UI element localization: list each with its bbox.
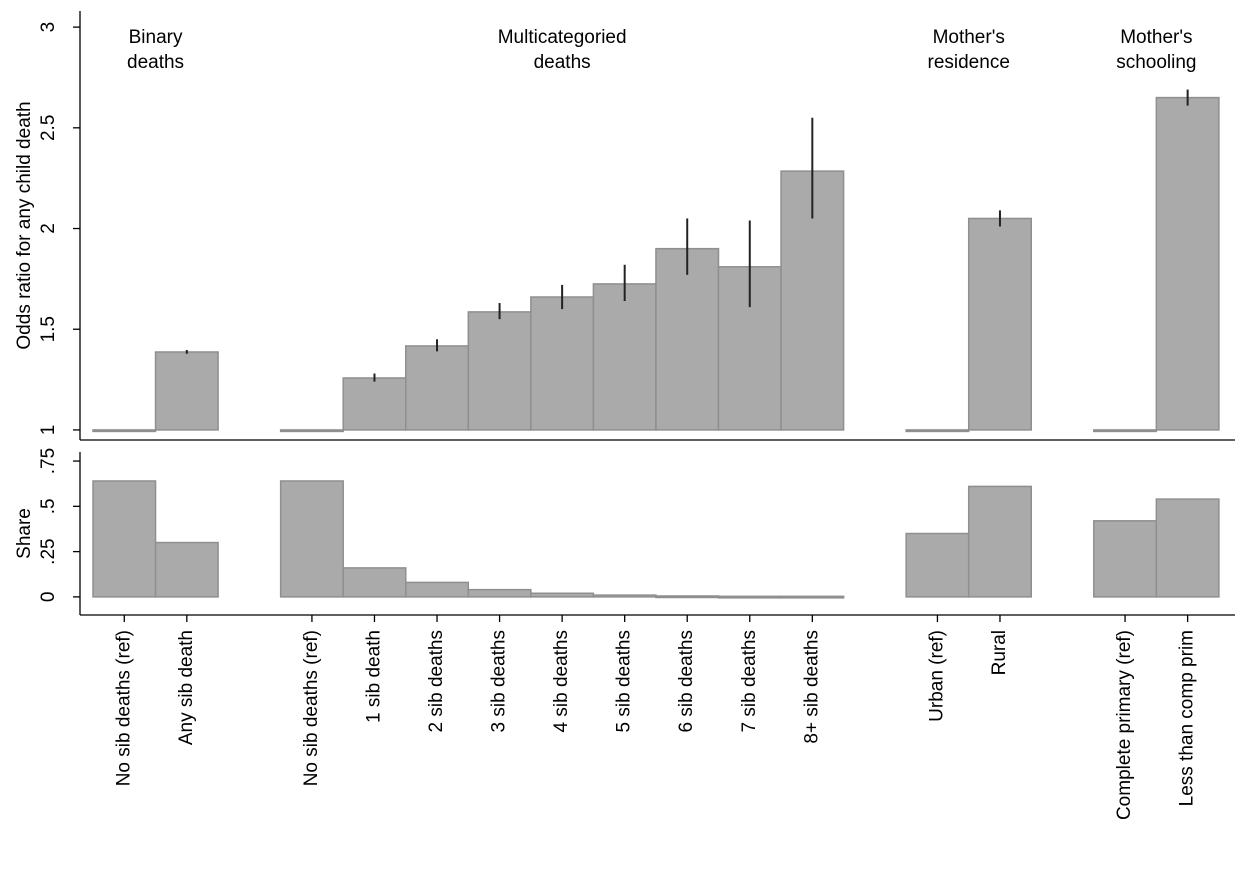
- bar: [405, 345, 470, 431]
- bar: [967, 217, 1033, 431]
- y-axis-title: Share: [14, 508, 35, 559]
- y-tick-label: 2: [38, 223, 59, 234]
- bar: [342, 377, 407, 431]
- y-tick-label: 1.5: [38, 316, 59, 342]
- group-label: Multicategoried: [498, 27, 627, 48]
- bar: [467, 311, 532, 431]
- bar: [279, 429, 344, 433]
- x-tick-label: 3 sib deaths: [489, 630, 510, 732]
- y-tick-label: .5: [38, 498, 59, 514]
- x-tick-label: 8+ sib deaths: [801, 630, 822, 744]
- group-label: Mother's: [933, 27, 1005, 48]
- bar: [655, 247, 720, 431]
- x-tick-label: Less than comp prim: [1177, 630, 1198, 806]
- x-tick-label: Rural: [989, 630, 1010, 675]
- x-tick-label: 1 sib death: [363, 630, 384, 723]
- group-label: deaths: [534, 52, 591, 73]
- bar: [279, 480, 344, 598]
- x-tick-label: 6 sib deaths: [676, 630, 697, 732]
- x-tick-label: No sib deaths (ref): [301, 630, 322, 786]
- x-tick-label: 7 sib deaths: [739, 630, 760, 732]
- bar: [342, 567, 407, 598]
- bar: [154, 541, 219, 598]
- group-label: Binary: [129, 27, 183, 48]
- bar: [967, 485, 1033, 598]
- x-tick-label: 5 sib deaths: [614, 630, 635, 732]
- bar: [1155, 96, 1220, 431]
- x-tick-label: Any sib death: [176, 630, 197, 745]
- bar: [592, 283, 657, 431]
- y-tick-label: 2.5: [38, 115, 59, 141]
- group-label: schooling: [1116, 52, 1196, 73]
- bar: [1093, 429, 1158, 433]
- x-tick-label: No sib deaths (ref): [113, 630, 134, 786]
- y-tick-label: 1: [38, 425, 59, 436]
- y-tick-label: .75: [38, 448, 59, 474]
- bar: [530, 592, 595, 598]
- x-tick-label: Urban (ref): [926, 630, 947, 722]
- bar: [905, 429, 970, 433]
- bar: [780, 595, 845, 599]
- y-tick-label: 0: [38, 592, 59, 603]
- bar: [405, 581, 470, 598]
- bar: [592, 594, 657, 598]
- x-tick-label: 4 sib deaths: [551, 630, 572, 732]
- y-tick-label: 3: [38, 22, 59, 33]
- bar: [92, 429, 157, 433]
- group-label: deaths: [127, 52, 184, 73]
- bar: [905, 532, 970, 598]
- bar: [1093, 520, 1158, 598]
- group-label: residence: [928, 52, 1010, 73]
- bar: [92, 480, 157, 598]
- bar: [717, 595, 782, 599]
- bar: [655, 595, 720, 599]
- y-axis-title: Odds ratio for any child death: [14, 101, 35, 349]
- x-tick-label: Complete primary (ref): [1114, 630, 1135, 820]
- x-tick-label: 2 sib deaths: [426, 630, 447, 732]
- bar: [1155, 498, 1220, 598]
- bar: [530, 296, 595, 431]
- bar: [154, 351, 219, 431]
- y-tick-label: .25: [38, 538, 59, 564]
- bar: [467, 588, 532, 598]
- group-label: Mother's: [1120, 27, 1192, 48]
